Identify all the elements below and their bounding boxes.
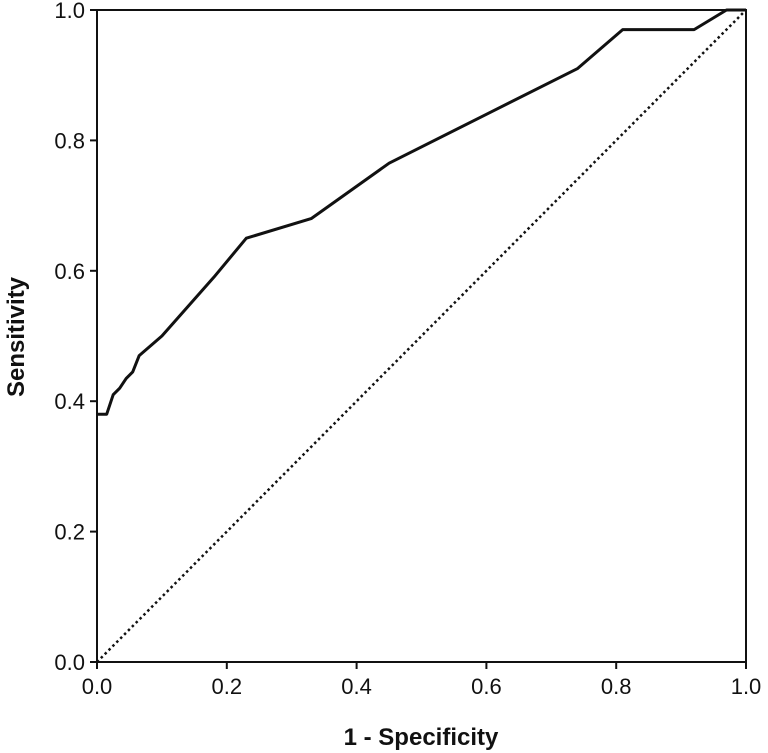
x-tick-label: 0.6 (471, 674, 502, 699)
x-axis-title: 1 - Specificity (344, 724, 499, 751)
y-tick-label: 0.2 (54, 520, 85, 545)
x-tick-label: 0.4 (341, 674, 372, 699)
y-tick-label: 0.8 (54, 128, 85, 153)
y-tick-label: 0.6 (54, 259, 85, 284)
reference-diagonal-line (96, 9, 747, 663)
x-tick-label: 0.8 (601, 674, 632, 699)
y-tick-label: 1.0 (54, 0, 85, 23)
x-tick-label: 1.0 (731, 674, 762, 699)
y-tick-label: 0.0 (54, 650, 85, 675)
y-axis-title: Sensitivity (3, 276, 30, 397)
x-tick-label: 0.0 (82, 674, 113, 699)
x-tick-label: 0.2 (212, 674, 243, 699)
roc-curve-line (97, 8, 746, 416)
y-tick-label: 0.4 (54, 389, 85, 414)
plot-frame (96, 9, 747, 663)
